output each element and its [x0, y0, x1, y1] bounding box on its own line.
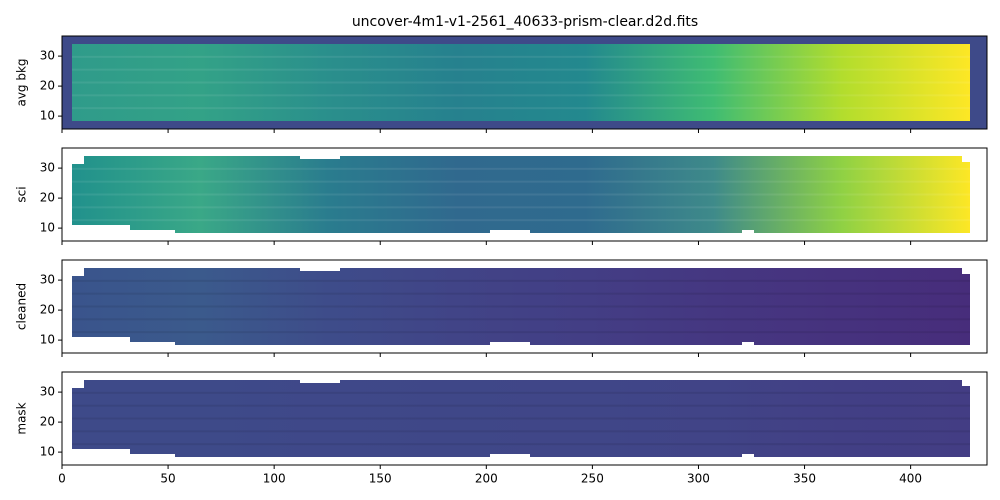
image-stripe — [72, 292, 970, 295]
y-axis-label: mask — [15, 402, 29, 434]
image-stripe — [72, 417, 970, 420]
y-tick-label: 20 — [40, 415, 55, 429]
image-mask-gap — [490, 454, 530, 457]
x-tick-label: 350 — [793, 472, 816, 486]
image-stripe — [72, 279, 970, 282]
image-mask-gap — [742, 230, 754, 233]
x-tick-label: 100 — [263, 472, 286, 486]
image-mask-gap — [72, 449, 130, 457]
chart-title: uncover-4m1-v1-2561_40633-prism-clear.d2… — [352, 14, 698, 30]
x-tick-label: 200 — [475, 472, 498, 486]
image-stripe — [72, 318, 970, 321]
image-mask-gap — [962, 156, 970, 162]
x-tick-label: 50 — [160, 472, 175, 486]
image-mask-gap — [130, 342, 175, 345]
image-mask-gap — [300, 379, 340, 383]
image-mask-gap — [962, 268, 970, 274]
image-mask-gap — [962, 380, 970, 386]
x-tick-label: 150 — [369, 472, 392, 486]
image-mask-gap — [742, 342, 754, 345]
y-tick-label: 20 — [40, 303, 55, 317]
y-tick-label: 30 — [40, 273, 55, 287]
image-stripe — [72, 55, 970, 58]
image-data — [72, 156, 970, 233]
image-mask-gap — [130, 454, 175, 457]
image-data — [72, 380, 970, 457]
image-stripe — [72, 404, 970, 407]
x-tick-label: 0 — [58, 472, 66, 486]
image-mask-gap — [742, 454, 754, 457]
y-tick-label: 10 — [40, 445, 55, 459]
image-data — [72, 44, 970, 121]
image-mask-gap — [300, 155, 340, 159]
image-stripe — [72, 443, 970, 446]
image-stripe — [72, 180, 970, 183]
image-stripe — [72, 391, 970, 394]
heatmap-image — [62, 36, 987, 129]
image-mask-gap — [490, 342, 530, 345]
y-tick-label: 30 — [40, 49, 55, 63]
image-mask-gap — [72, 337, 130, 345]
image-mask-gap — [72, 156, 84, 164]
image-stripe — [72, 206, 970, 209]
y-axis-label: sci — [15, 186, 29, 202]
y-axis-label: cleaned — [15, 283, 29, 330]
x-tick-label: 400 — [899, 472, 922, 486]
image-mask-gap — [300, 267, 340, 271]
y-tick-label: 30 — [40, 161, 55, 175]
y-tick-label: 10 — [40, 109, 55, 123]
image-mask-gap — [72, 268, 84, 276]
heatmap-image — [72, 267, 970, 345]
heatmap-image — [72, 379, 970, 457]
image-stripe — [72, 107, 970, 110]
y-tick-label: 10 — [40, 333, 55, 347]
x-tick-label: 300 — [687, 472, 710, 486]
y-tick-label: 20 — [40, 191, 55, 205]
image-stripe — [72, 68, 970, 71]
image-mask-gap — [490, 230, 530, 233]
image-stripe — [72, 219, 970, 222]
y-tick-label: 30 — [40, 385, 55, 399]
image-mask-gap — [72, 225, 130, 233]
image-stripe — [72, 193, 970, 196]
image-stripe — [72, 305, 970, 308]
image-stripe — [72, 331, 970, 334]
y-tick-label: 20 — [40, 79, 55, 93]
image-stripe — [72, 94, 970, 97]
image-mask-gap — [72, 380, 84, 388]
y-tick-label: 10 — [40, 221, 55, 235]
x-tick-label: 250 — [581, 472, 604, 486]
image-stripe — [72, 430, 970, 433]
image-data — [72, 268, 970, 345]
heatmap-image — [72, 155, 970, 233]
image-mask-gap — [130, 230, 175, 233]
image-stripe — [72, 167, 970, 170]
y-axis-label: avg bkg — [15, 58, 29, 106]
image-stripe — [72, 81, 970, 84]
